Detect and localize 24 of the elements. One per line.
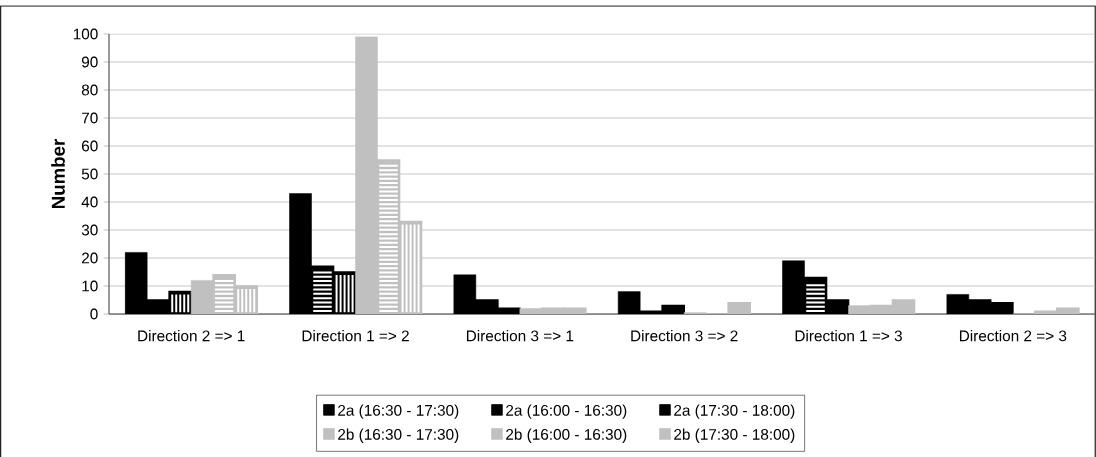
y-tick-label: 60 bbox=[82, 140, 98, 152]
y-tick-label: 0 bbox=[90, 308, 98, 320]
y-tick-label: 20 bbox=[82, 252, 98, 264]
y-tick-label: 100 bbox=[73, 28, 98, 40]
legend-label: 2b (16:30 - 17:30) bbox=[338, 428, 459, 443]
legend-label: 2a (16:00 - 16:30) bbox=[506, 404, 627, 419]
x-tick-label: Direction 1 => 3 bbox=[795, 330, 902, 342]
x-tick-label: Direction 2 => 3 bbox=[959, 330, 1067, 342]
y-tick-label: 30 bbox=[81, 224, 98, 236]
y-tick-label: 10 bbox=[82, 280, 98, 292]
y-tick-label: 70 bbox=[82, 112, 98, 124]
y-tick-label: 90 bbox=[81, 56, 98, 68]
x-tick-label: Direction 2 => 1 bbox=[138, 330, 245, 342]
x-tick-label: Direction 3 => 2 bbox=[631, 330, 738, 342]
legend-label: 2b (17:30 - 18:00) bbox=[674, 428, 795, 443]
y-tick-label: 40 bbox=[81, 196, 98, 208]
legend-label: 2a (16:30 - 17:30) bbox=[338, 404, 459, 419]
y-axis-title: Number bbox=[51, 139, 65, 209]
x-tick-label: Direction 1 => 2 bbox=[302, 330, 409, 342]
y-tick-label: 50 bbox=[81, 168, 98, 180]
y-tick-label: 80 bbox=[81, 84, 98, 96]
x-tick-label: Direction 3 => 1 bbox=[466, 330, 574, 342]
legend-label: 2a (17:30 - 18:00) bbox=[674, 404, 795, 419]
legend-label: 2b (16:00 - 16:30) bbox=[506, 428, 627, 443]
